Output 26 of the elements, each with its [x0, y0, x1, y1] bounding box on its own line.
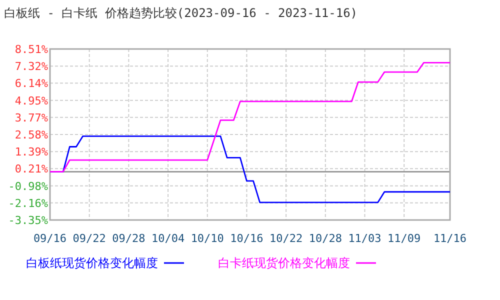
y-tick-label: 4.95%: [14, 94, 48, 108]
y-tick-label: 2.58%: [14, 128, 48, 142]
x-tick-label: 11/09: [388, 232, 421, 245]
x-tick-label: 10/16: [230, 232, 264, 245]
y-tick-label: -3.35%: [8, 214, 48, 227]
y-tick-label: 6.14%: [14, 77, 48, 90]
x-tick-label: 11/03: [348, 232, 382, 245]
y-tick-label: 7.32%: [14, 60, 48, 74]
chart-title: 白板纸 - 白卡纸 价格趋势比较(2023-09-16 - 2023-11-16): [4, 6, 358, 20]
x-tick-label: 10/10: [190, 232, 224, 245]
y-tick-label: 8.51%: [14, 43, 48, 56]
x-tick-label: 09/28: [112, 232, 146, 245]
y-tick-label: 3.77%: [14, 111, 48, 124]
y-tick-label: -0.98%: [8, 180, 48, 193]
x-tick-label: 09/22: [72, 232, 106, 245]
y-tick-label: 1.39%: [14, 146, 48, 159]
legend-label: 白卡纸现货价格变化幅度: [218, 256, 350, 270]
x-tick-label: 11/16: [433, 232, 467, 245]
x-tick-label: 09/16: [33, 232, 67, 245]
x-tick-label: 10/22: [270, 232, 303, 245]
y-tick-label: -2.16%: [8, 196, 48, 210]
y-tick-label: 0.21%: [14, 162, 48, 176]
x-tick-label: 10/04: [151, 232, 185, 245]
line-series: [49, 62, 451, 172]
legend-label: 白板纸现货价格变化幅度: [26, 256, 158, 270]
x-tick-label: 10/28: [308, 232, 342, 245]
